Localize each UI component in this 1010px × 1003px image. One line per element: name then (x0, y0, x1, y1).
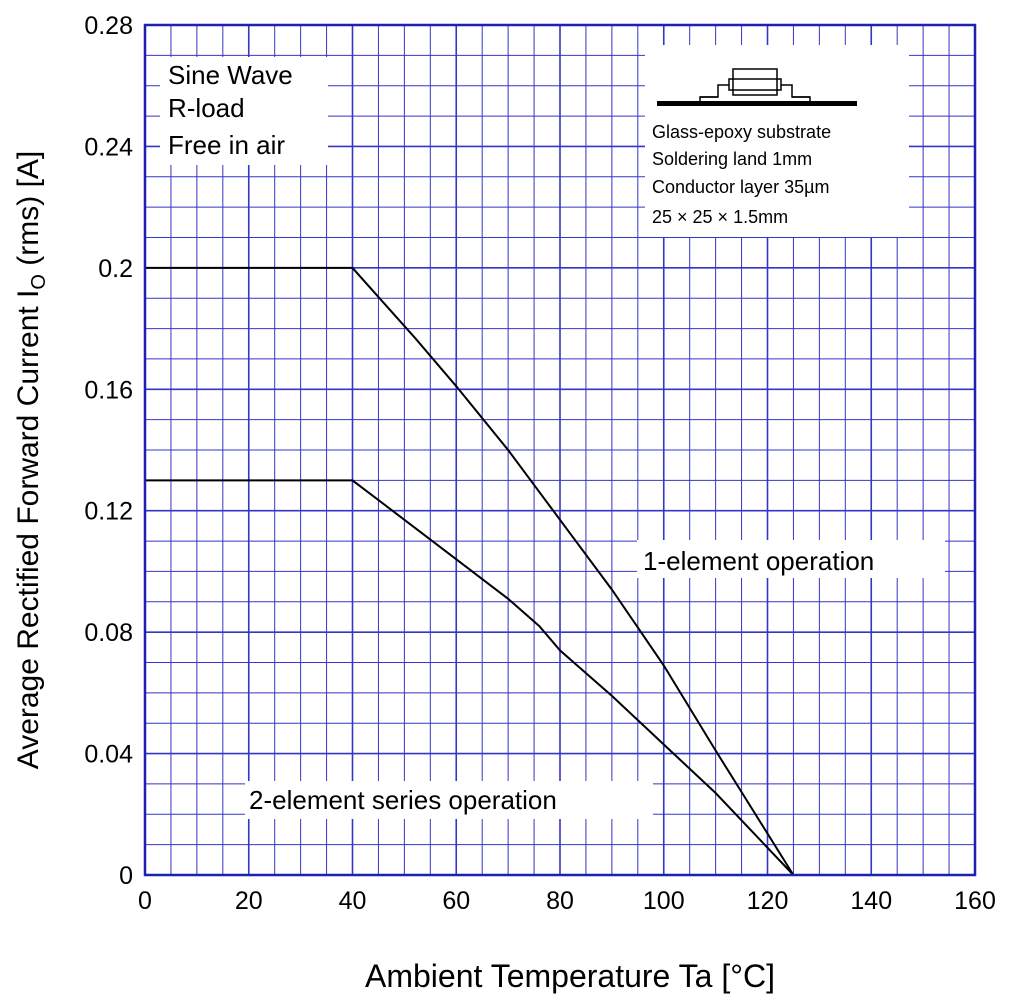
condition-line-3: Free in air (168, 130, 285, 160)
substrate-bar (657, 101, 857, 106)
condition-line-2: R-load (168, 93, 245, 123)
x-tick-label: 60 (442, 887, 470, 915)
y-tick-label: 0.28 (84, 12, 133, 40)
series-line-1 (145, 266, 795, 876)
y-tick-label: 0.24 (84, 133, 133, 161)
grid (145, 25, 975, 875)
substrate-note-4: 25 × 25 × 1.5mm (652, 207, 788, 227)
series-label-1-bg (637, 540, 945, 578)
y-tick-label: 0.12 (84, 498, 133, 526)
series-label-2: 2-element series operation (249, 785, 557, 815)
x-tick-label: 40 (339, 887, 367, 915)
x-tick-label: 0 (138, 887, 152, 915)
x-tick-label: 140 (850, 887, 892, 915)
y-tick-label: 0.2 (98, 255, 133, 283)
y-tick-label: 0.16 (84, 376, 133, 404)
conditions-box-bg (160, 57, 328, 165)
x-tick-label: 100 (643, 887, 685, 915)
y-axis-label-unit: (rms) [A] (12, 151, 45, 274)
substrate-note-1: Glass-epoxy substrate (652, 122, 831, 142)
plot-frame (143, 23, 977, 877)
y-axis-label-main: Average Rectified Forward Current I (12, 290, 45, 770)
series-line-2 (145, 479, 795, 876)
substrate-box: Glass-epoxy substrate Soldering land 1mm… (645, 45, 909, 237)
series-label-2-bg (245, 781, 653, 819)
series-lines (145, 266, 795, 876)
condition-line-1: Sine Wave (168, 60, 293, 90)
package-diagram-icon (699, 68, 811, 102)
y-tick-label: 0 (119, 862, 133, 890)
x-tick-label: 80 (546, 887, 574, 915)
x-tick-label: 20 (235, 887, 263, 915)
tick-labels: 0 20 40 60 80 100 120 140 160 0 0.04 0.08 0.12 0.16 0.… (84, 12, 996, 915)
y-axis-label-subscript: O (28, 274, 50, 290)
x-axis-label: Ambient Temperature Ta [°C] (365, 958, 775, 994)
substrate-note-2: Soldering land 1mm (652, 149, 812, 169)
y-tick-label: 0.04 (84, 741, 133, 769)
y-axis-label: Average Rectified Forward Current IO (rm… (12, 151, 50, 770)
y-tick-label: 0.08 (84, 619, 133, 647)
x-tick-label: 160 (954, 887, 996, 915)
series-label-1: 1-element operation (643, 546, 874, 576)
x-tick-label: 120 (747, 887, 789, 915)
conditions-box: Sine Wave R-load Free in air (160, 57, 328, 165)
substrate-note-3: Conductor layer 35µm (652, 177, 829, 197)
